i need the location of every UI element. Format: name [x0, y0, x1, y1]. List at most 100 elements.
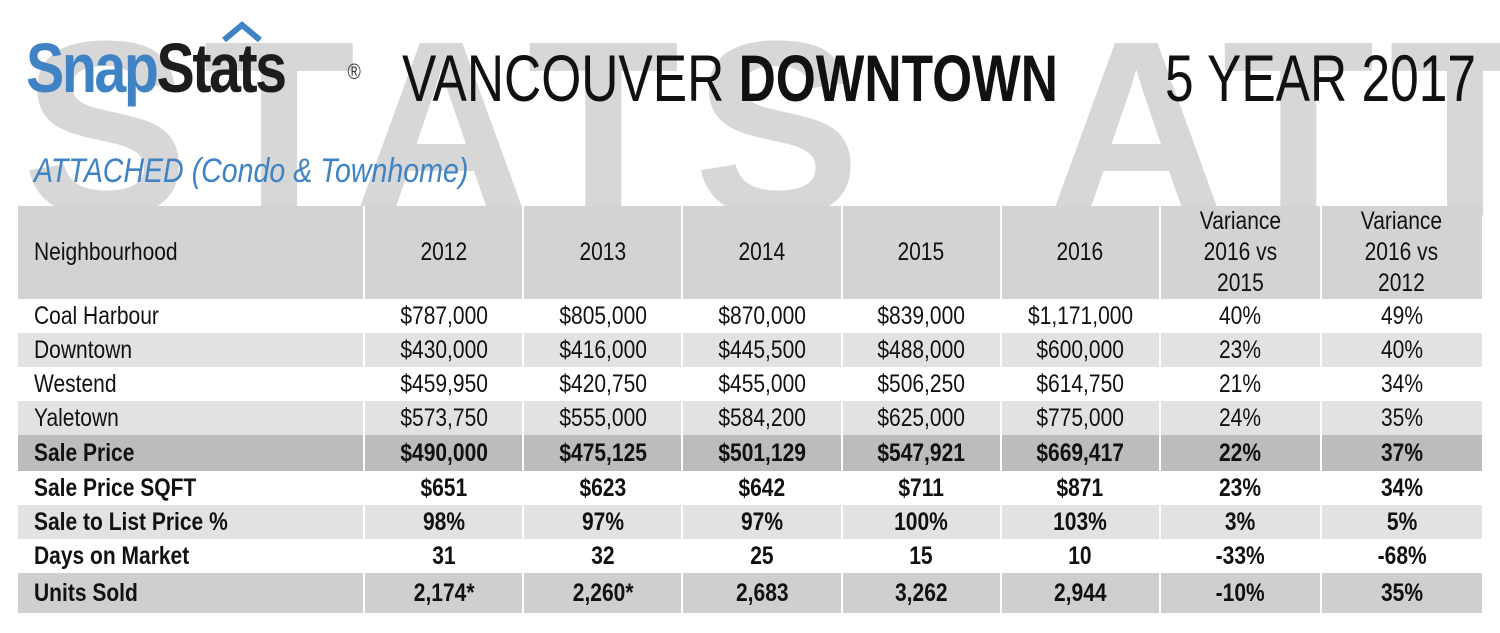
- table-cell: 2,683: [682, 573, 843, 613]
- table-cell: 97%: [523, 505, 684, 539]
- column-header-label: Variance 2016 vs 2015: [1199, 207, 1281, 297]
- table-row: Westend $459,950 $420,750 $455,000 $506,250 $…: [18, 367, 1482, 401]
- cell-value: -10%: [1215, 578, 1265, 607]
- table-cell: $614,750: [1000, 367, 1161, 401]
- table-cell: $445,500: [682, 333, 843, 367]
- table-cell: 22%: [1159, 435, 1322, 471]
- table-cell: 40%: [1159, 299, 1322, 333]
- cell-value: $1,171,000: [1027, 301, 1133, 330]
- cell-value: $787,000: [399, 301, 488, 330]
- cell-value: Days on Market: [34, 541, 190, 570]
- cell-value: $445,500: [718, 335, 806, 364]
- cell-value: 3%: [1225, 507, 1256, 536]
- cell-value: $642: [738, 473, 786, 502]
- table-cell: $501,129: [682, 435, 843, 471]
- table-cell: 3,262: [841, 573, 1002, 613]
- cell-value: $547,921: [877, 438, 965, 467]
- cell-value: $839,000: [877, 301, 965, 330]
- cell-value: $870,000: [718, 301, 806, 330]
- table-cell: 37%: [1321, 435, 1482, 471]
- cell-value: 40%: [1380, 335, 1423, 364]
- cell-value: 97%: [581, 507, 624, 536]
- cell-value: $775,000: [1036, 403, 1124, 432]
- cell-value: $416,000: [559, 335, 647, 364]
- cell-value: 2,260*: [572, 578, 634, 607]
- row-label: Downtown: [18, 333, 366, 367]
- cell-value: 100%: [894, 507, 948, 536]
- cell-value: 37%: [1380, 438, 1423, 467]
- cell-value: Downtown: [34, 335, 133, 364]
- column-header-label: 2016: [1056, 238, 1104, 266]
- cell-value: Westend: [34, 369, 117, 398]
- table-cell: $651: [364, 471, 525, 505]
- column-header: 2016: [1000, 206, 1161, 299]
- cell-value: 2,944: [1053, 578, 1107, 607]
- property-type-subtitle: ATTACHED (Condo & Townhome): [34, 152, 469, 190]
- table-cell: 5%: [1321, 505, 1482, 539]
- stats-table: Neighbourhood 2012 2013 2014 2015 2016 Varianc…: [18, 206, 1482, 613]
- row-label: Sale Price: [18, 435, 366, 471]
- table-cell: $555,000: [523, 401, 684, 435]
- table-row: Days on Market 31 32 25 15 10 -33% -68%: [18, 539, 1482, 573]
- table-row: Sale Price SQFT $651 $623 $642 $711 $871 23% 34…: [18, 471, 1482, 505]
- table-cell: 32: [523, 539, 684, 573]
- cell-value: 97%: [740, 507, 783, 536]
- cell-value: 3,262: [894, 578, 948, 607]
- cell-value: $506,250: [877, 369, 965, 398]
- column-header: 2015: [841, 206, 1002, 299]
- cell-value: $614,750: [1036, 369, 1124, 398]
- report-period: 5 YEAR 2017: [1165, 41, 1477, 115]
- table-cell: $416,000: [523, 333, 684, 367]
- table-cell: 97%: [682, 505, 843, 539]
- logo-roof-icon: [222, 21, 262, 43]
- snapstats-logo: SnapStats ®: [26, 28, 361, 108]
- column-header-label: 2012: [420, 238, 468, 266]
- table-cell: 2,944: [1000, 573, 1161, 613]
- cell-value: 21%: [1219, 369, 1262, 398]
- table-cell: 10: [1000, 539, 1161, 573]
- column-header-neighbourhood: Neighbourhood: [18, 206, 366, 299]
- cell-value: $871: [1056, 473, 1104, 502]
- column-header-label: 2013: [579, 238, 627, 266]
- title-city: VANCOUVER: [402, 41, 739, 115]
- cell-value: 34%: [1380, 473, 1423, 502]
- table-cell: $420,750: [523, 367, 684, 401]
- column-header: 2012: [364, 206, 525, 299]
- cell-value: 35%: [1380, 403, 1423, 432]
- table-cell: 103%: [1000, 505, 1161, 539]
- table-cell: 40%: [1321, 333, 1482, 367]
- table-cell: $623: [523, 471, 684, 505]
- cell-value: 25: [750, 541, 774, 570]
- table-cell: $455,000: [682, 367, 843, 401]
- table-cell: -68%: [1321, 539, 1482, 573]
- column-header: 2014: [682, 206, 843, 299]
- table-cell: 3%: [1159, 505, 1322, 539]
- column-header-label: Neighbourhood: [34, 238, 178, 266]
- table-cell: $871: [1000, 471, 1161, 505]
- table-cell: 25: [682, 539, 843, 573]
- cell-value: 98%: [422, 507, 465, 536]
- cell-value: 24%: [1219, 403, 1262, 432]
- row-label: Westend: [18, 367, 366, 401]
- cell-value: $625,000: [877, 403, 965, 432]
- cell-value: $490,000: [399, 438, 488, 467]
- cell-value: -68%: [1377, 541, 1427, 570]
- page-header: SnapStats ® VANCOUVER DOWNTOWN 5 YEAR 20…: [0, 0, 1500, 200]
- column-header-label: Variance 2016 vs 2012: [1361, 207, 1443, 297]
- row-label: Sale to List Price %: [18, 505, 366, 539]
- table-cell: 2,260*: [523, 573, 684, 613]
- table-cell: 31: [364, 539, 525, 573]
- logo-snap-text: Snap: [26, 29, 159, 107]
- cell-value: 5%: [1386, 507, 1418, 536]
- column-header: 2013: [523, 206, 684, 299]
- table-cell: $490,000: [364, 435, 525, 471]
- table-row: Units Sold 2,174* 2,260* 2,683 3,262 2,944 -10…: [18, 573, 1482, 613]
- table-cell: $669,417: [1000, 435, 1161, 471]
- row-label: Units Sold: [18, 573, 366, 613]
- cell-value: $455,000: [718, 369, 806, 398]
- row-label: Sale Price SQFT: [18, 471, 366, 505]
- table-cell: 2,174*: [364, 573, 525, 613]
- cell-value: $430,000: [399, 335, 488, 364]
- table-cell: 15: [841, 539, 1002, 573]
- cell-value: $623: [579, 473, 627, 502]
